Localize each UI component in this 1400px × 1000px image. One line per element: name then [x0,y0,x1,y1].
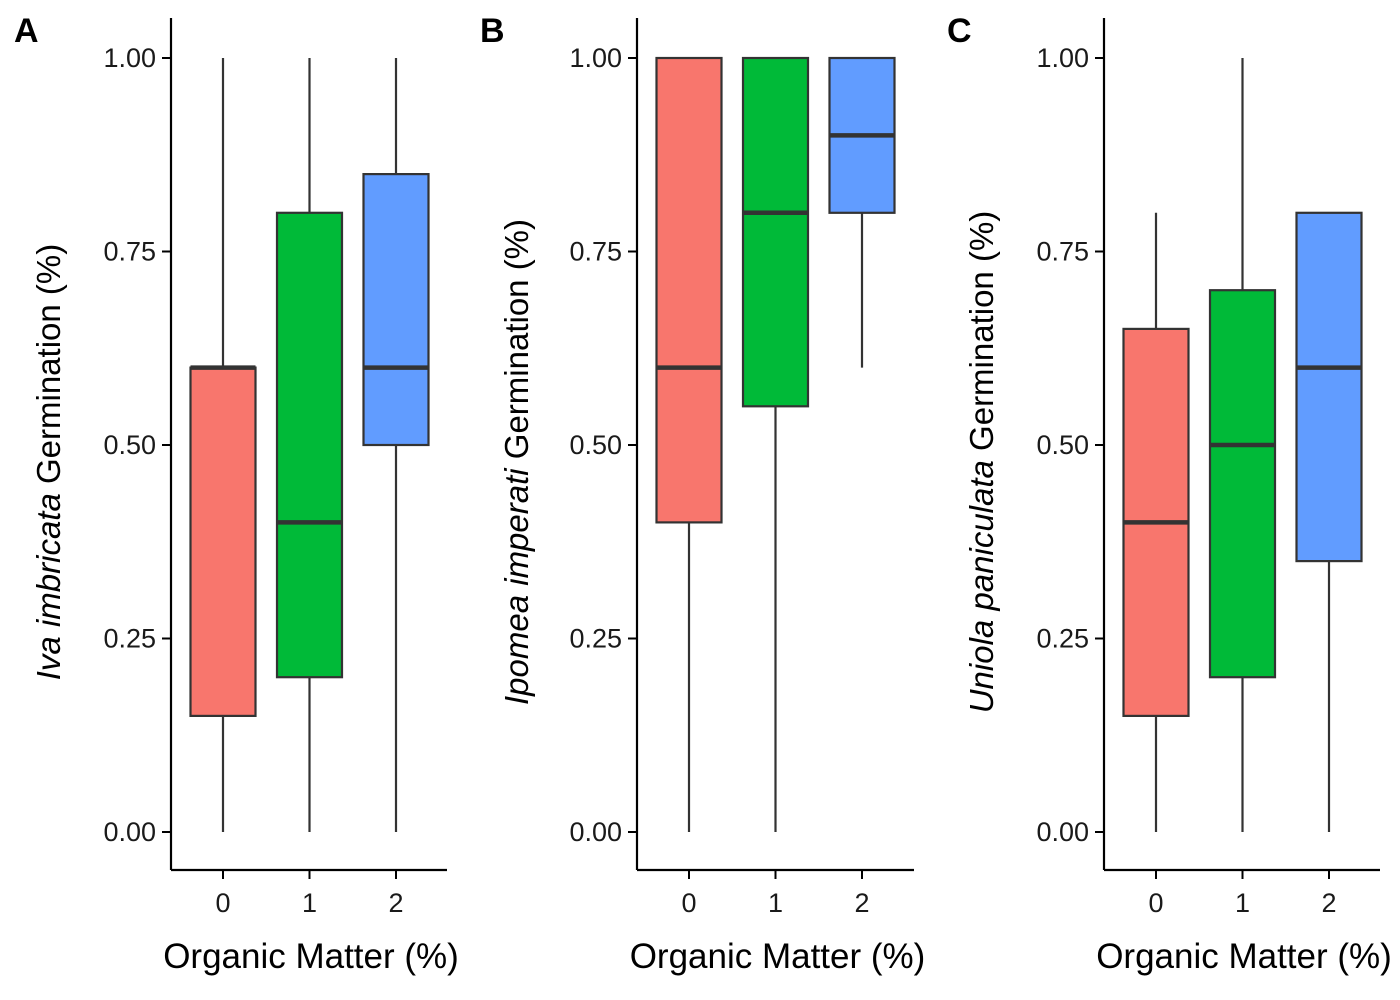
y-tick-label: 0.00 [1036,817,1089,847]
box-2 [362,58,430,832]
y-tick-label: 0.25 [1036,624,1089,654]
panel-c: C 0.00 0.25 0.50 0.75 1.00 0 1 2 Organic Matter (… [947,12,1392,976]
y-tick-label: 1.00 [103,43,156,73]
y-tick-label: 0.25 [569,624,622,654]
box-0 [1122,212,1190,832]
y-axis-label: Uniola paniculata Germination (%) [963,211,1000,714]
box-body [1208,289,1277,679]
y-axis-label: Ipomea imperati Germination (%) [498,219,535,705]
box-2 [1295,211,1363,832]
x-tick-label: 2 [854,888,869,918]
panel-tag: B [480,12,505,50]
x-tick-label: 2 [1321,888,1336,918]
y-tick-label: 0.00 [569,817,622,847]
box-1 [1208,58,1277,832]
y-label-species: Uniola paniculata [963,460,1000,713]
y-label-measure: Germination (%) [498,219,535,468]
y-label-species: Ipomea imperati [498,467,535,705]
y-tick-label: 1.00 [1036,43,1089,73]
box-0 [655,56,723,832]
box-body [741,56,810,408]
y-tick-label: 0.75 [569,237,622,267]
x-axis-label: Organic Matter (%) [163,937,459,976]
y-tick-label: 0.50 [1036,430,1089,460]
box-body [189,366,257,717]
x-tick-label: 1 [1235,888,1250,918]
y-tick-label: 0.25 [103,624,156,654]
y-axis-label: Iva imbricata Germination (%) [30,244,67,680]
y-tick-label: 0.00 [103,817,156,847]
x-tick-label: 0 [215,888,230,918]
x-tick-label: 1 [768,888,783,918]
box-1 [275,58,344,832]
x-axis-label: Organic Matter (%) [1096,937,1392,976]
box-body [362,173,430,447]
box-1 [741,56,810,832]
x-tick-label: 0 [1148,888,1163,918]
box-0 [189,58,257,832]
x-axis-label: Organic Matter (%) [630,937,926,976]
y-label-measure: Germination (%) [963,211,1000,460]
x-tick-label: 2 [388,888,403,918]
y-label-measure: Germination (%) [30,244,67,493]
y-tick-label: 0.50 [103,430,156,460]
y-label-species: Iva imbricata [30,493,67,680]
y-tick-label: 0.50 [569,430,622,460]
x-tick-label: 1 [302,888,317,918]
panel-b: B 0.00 0.25 0.50 0.75 1.00 0 1 2 Organic Matter (… [480,12,925,976]
box-body [1295,211,1363,563]
y-tick-label: 0.75 [103,237,156,267]
panel-a: A 0.00 0.25 0.50 0.75 1.00 0 1 2 Organic Matter (… [14,12,459,976]
box-body [655,56,723,524]
box-2 [828,56,896,368]
panel-tag: A [14,12,39,50]
y-tick-label: 0.75 [1036,237,1089,267]
panel-tag: C [947,12,972,50]
box-body [275,211,344,679]
x-tick-label: 0 [681,888,696,918]
y-tick-label: 1.00 [569,43,622,73]
